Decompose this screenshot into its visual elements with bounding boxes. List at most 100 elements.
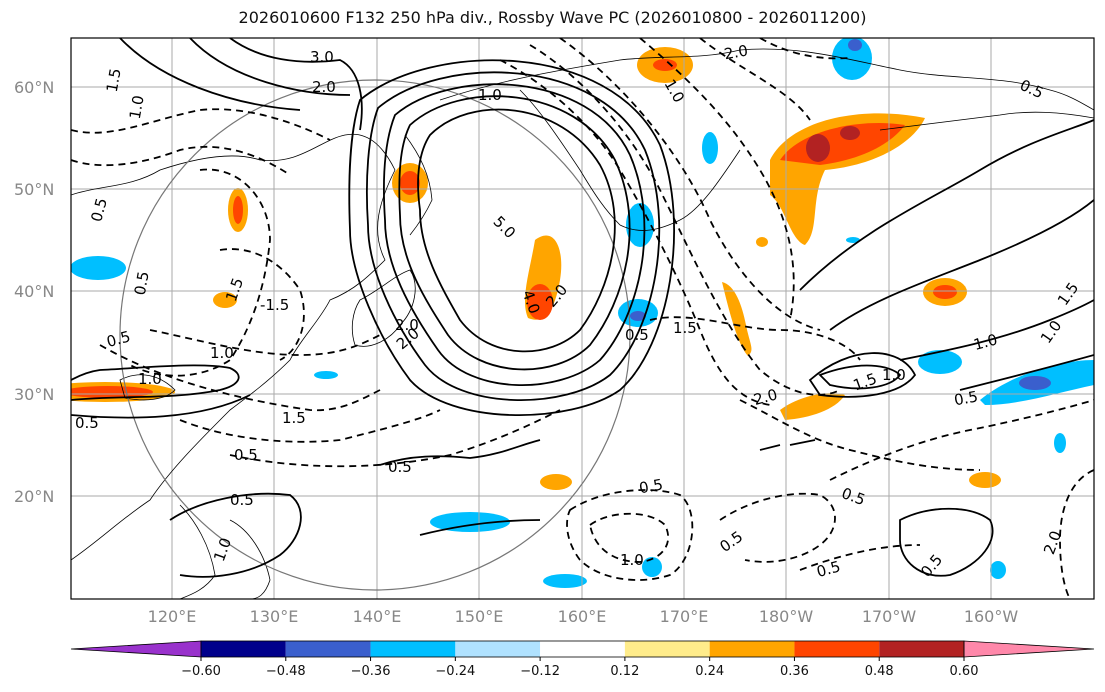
contour-label: 1.5: [1054, 279, 1082, 309]
colorbar-label: 0.36: [780, 664, 809, 679]
colorbar-label: −0.48: [266, 664, 306, 679]
negative-blob: [848, 39, 862, 51]
negative-blob: [702, 132, 718, 164]
contour-label: 1.5: [282, 409, 306, 427]
contour-labels: 3.0 2.0 1.5 1.0 0.5 1.0 4.0 5.0 2.0 1.5 …: [75, 41, 1082, 580]
colorbar-bin: [540, 641, 625, 657]
negative-blob: [1054, 433, 1066, 453]
negative-blob: [990, 561, 1006, 579]
latitude-labels: 60°N 50°N 40°N 30°N 20°N: [14, 78, 54, 506]
positive-blob: [540, 474, 572, 490]
colorbar-label: −0.24: [435, 664, 475, 679]
negative-blob: [1019, 376, 1051, 390]
positive-blob: [233, 196, 243, 224]
contour-label: 1.0: [620, 551, 644, 569]
positive-blob: [969, 472, 1001, 488]
contours: [71, 38, 1094, 599]
colorbar-bin: [624, 641, 710, 657]
positive-blob: [527, 284, 553, 320]
lat-label: 20°N: [14, 487, 54, 506]
contour-label: 3.0: [310, 48, 334, 66]
map-title: 2026010600 F132 250 hPa div., Rossby Wav…: [238, 8, 867, 27]
colorbar-bin: [709, 641, 795, 657]
lon-label: 150°E: [455, 607, 504, 626]
contour-label: 0.5: [953, 387, 980, 409]
positive-blob: [722, 282, 752, 356]
contour-label: 1.0: [138, 370, 162, 388]
colorbar-label: 0.12: [610, 664, 639, 679]
contour-label: 5.0: [490, 212, 520, 242]
lon-label: 130°E: [250, 607, 299, 626]
positive-blob: [806, 134, 830, 162]
positive-blob: [71, 386, 153, 398]
contour-label: 1.5: [103, 67, 125, 94]
negative-blob: [71, 256, 126, 280]
contour-label: 1.5: [222, 275, 247, 304]
contour-label: 1.5: [851, 369, 880, 394]
contour-label: 2.0: [1040, 528, 1065, 557]
colorbar-label: 0.48: [865, 664, 894, 679]
lon-label: 180°W: [759, 607, 814, 626]
contour-label: 2.0: [312, 78, 336, 96]
contour-label: 1.0: [126, 94, 148, 121]
contour-label: 1.5: [673, 319, 697, 337]
contour-label: 0.5: [131, 270, 153, 297]
contour-label: 1.0: [972, 330, 1000, 354]
negative-blob: [430, 512, 510, 532]
contour-label: 0.5: [388, 458, 412, 476]
lon-label: 160°W: [964, 607, 1019, 626]
coastlines: [71, 48, 1094, 599]
contour-label: 0.5: [625, 326, 649, 344]
contour-label: 2.0: [752, 385, 780, 409]
positive-blob: [213, 292, 237, 308]
contour-label: 0.5: [230, 491, 254, 509]
contour-label: 0.5: [815, 557, 843, 581]
lat-label: 30°N: [14, 385, 54, 404]
colorbar-bin: [370, 641, 456, 657]
colorbar-bin: [455, 641, 541, 657]
lon-label: 160°E: [558, 607, 607, 626]
lon-label: 120°E: [148, 607, 197, 626]
positive-blob: [653, 59, 677, 71]
reference-circle: [119, 79, 631, 591]
colorbar-label: 0.60: [950, 664, 979, 679]
colorbar-bin: [879, 641, 964, 657]
colorbar-bin: [201, 641, 286, 657]
colorbar-label: 0.24: [695, 664, 724, 679]
lon-label: 170°E: [660, 607, 709, 626]
colorbar-extend-min: [70, 640, 202, 658]
contour-label: 0.5: [105, 327, 133, 351]
colorbar-label: −0.12: [520, 664, 560, 679]
map-frame: [70, 37, 1095, 600]
negative-blob: [630, 311, 646, 321]
lat-label: 60°N: [14, 78, 54, 97]
colorbar-extend-max: [963, 640, 1095, 658]
lon-label: 170°W: [862, 607, 917, 626]
contour-label: 1.0: [1037, 317, 1065, 347]
colorbar-label: −0.36: [351, 664, 391, 679]
contour-label: 1.0: [478, 86, 502, 104]
lat-label: 40°N: [14, 282, 54, 301]
lat-label: 50°N: [14, 180, 54, 199]
contour-label: 0.5: [716, 527, 746, 555]
contour-label: 0.5: [234, 446, 258, 464]
contour-label: 1.0: [210, 535, 235, 564]
negative-blob: [543, 574, 587, 588]
colorbar: −0.60 −0.48 −0.36 −0.24 −0.12 0.12 0.24 0.36 0.4…: [70, 640, 1095, 679]
negative-blob: [832, 38, 872, 80]
positive-blob: [780, 393, 845, 420]
positive-blob: [840, 126, 860, 140]
colorbar-bin: [285, 641, 371, 657]
graticule: [71, 38, 1094, 599]
contour-label: 2.0: [723, 41, 750, 63]
contour-label: 1.0: [882, 366, 906, 384]
contour-label: 2.0: [395, 316, 419, 334]
longitude-labels: 120°E 130°E 140°E 150°E 160°E 170°E 180°…: [148, 607, 1019, 626]
negative-blob: [314, 371, 338, 379]
contour-label: 0.5: [75, 414, 99, 432]
colorbar-bin: [794, 641, 880, 657]
negative-blob: [846, 237, 860, 243]
contour-label: 0.5: [839, 484, 868, 509]
contour-label: -1.5: [260, 296, 289, 314]
